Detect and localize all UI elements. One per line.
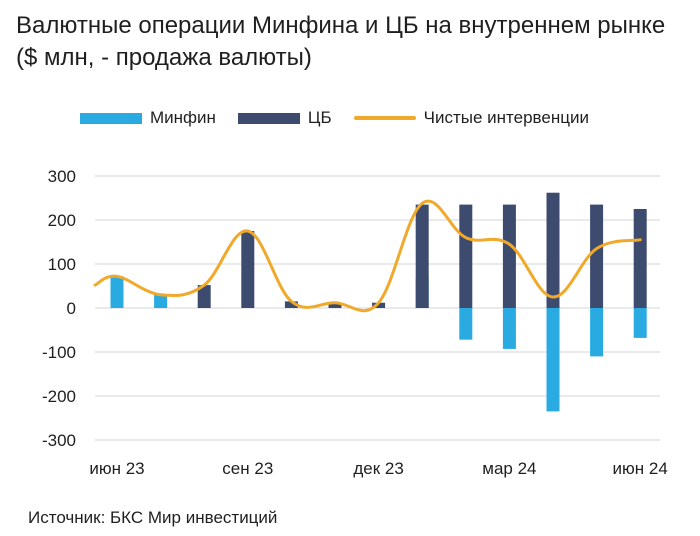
- line-net-interventions: [93, 199, 642, 313]
- chart-title: Валютные операции Минфина и ЦБ на внутре…: [16, 12, 666, 71]
- bar-minfin: [110, 276, 124, 308]
- y-tick-label: 0: [67, 299, 76, 318]
- y-tick-label: 300: [48, 167, 76, 186]
- bar-cb: [328, 302, 342, 308]
- bar-minfin: [546, 308, 560, 412]
- bar-cb: [502, 204, 516, 308]
- bar-minfin: [590, 308, 604, 357]
- legend-swatch-net: [353, 116, 416, 120]
- x-tick-label: июн 24: [613, 459, 668, 478]
- x-tick-label: дек 23: [353, 459, 403, 478]
- bar-cb: [459, 204, 473, 308]
- bar-cb: [590, 204, 604, 308]
- y-tick-label: -300: [42, 431, 76, 450]
- legend-label-cb: ЦБ: [307, 108, 332, 127]
- legend: Минфин ЦБ Чистые интервенции: [80, 106, 611, 130]
- legend-label-minfin: Минфин: [150, 108, 216, 127]
- bar-cb: [241, 231, 255, 308]
- y-tick-label: 100: [48, 255, 76, 274]
- y-tick-label: -200: [42, 387, 76, 406]
- source-note: Источник: БКС Мир инвестиций: [28, 508, 278, 527]
- x-tick-label: сен 23: [222, 459, 273, 478]
- legend-item-minfin: Минфин: [80, 108, 216, 128]
- bar-minfin: [459, 308, 473, 340]
- bar-cb: [633, 209, 647, 308]
- legend-label-net: Чистые интервенции: [423, 108, 589, 127]
- legend-item-cb: ЦБ: [237, 108, 332, 128]
- bar-minfin: [502, 308, 516, 349]
- y-tick-label: 200: [48, 211, 76, 230]
- legend-swatch-minfin: [80, 112, 142, 124]
- bar-cb: [415, 204, 429, 308]
- bar-minfin: [154, 294, 168, 308]
- x-tick-label: июн 23: [89, 459, 144, 478]
- bar-cb: [284, 301, 298, 308]
- legend-swatch-cb: [237, 112, 300, 124]
- bar-cb: [197, 285, 211, 308]
- bar-cb: [372, 302, 386, 308]
- legend-item-net: Чистые интервенции: [353, 108, 589, 128]
- y-tick-label: -100: [42, 343, 76, 362]
- x-tick-label: мар 24: [482, 459, 536, 478]
- bar-minfin: [633, 308, 647, 338]
- bar-cb: [546, 192, 560, 308]
